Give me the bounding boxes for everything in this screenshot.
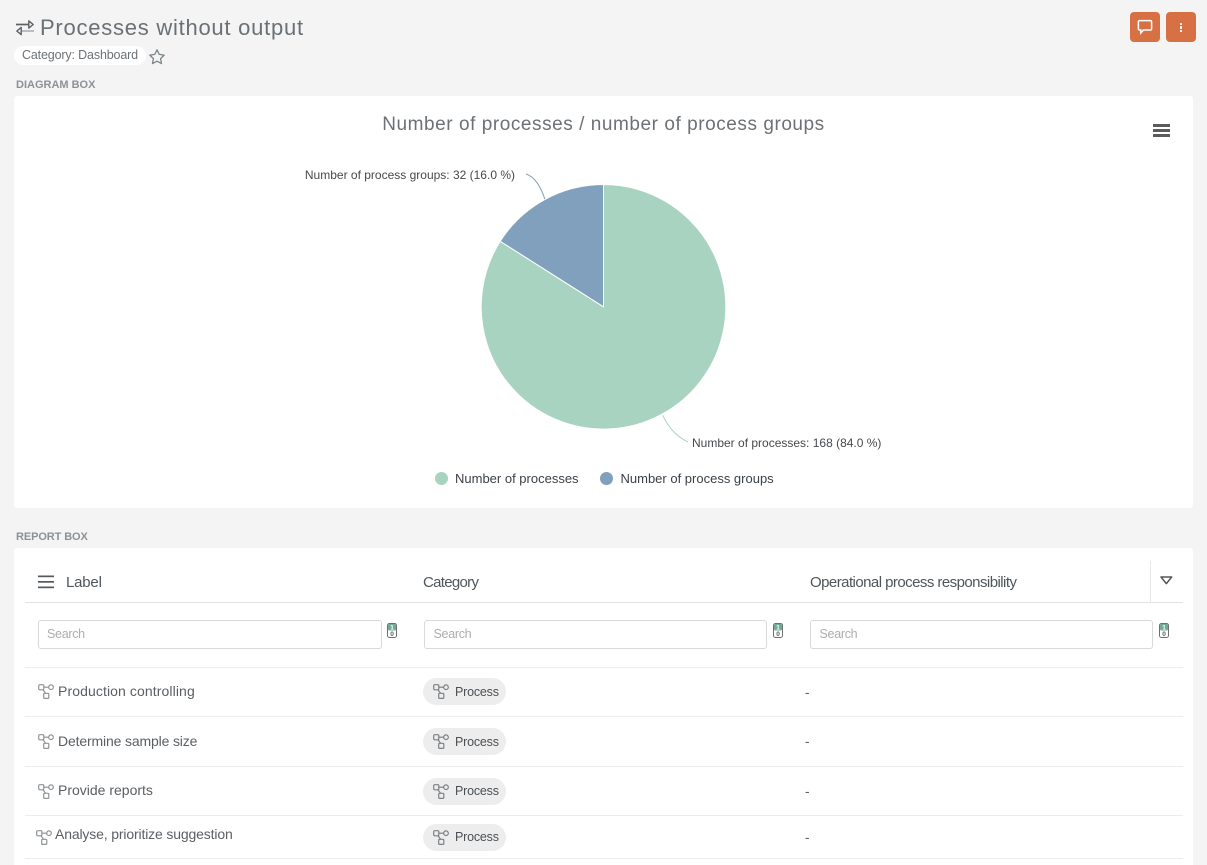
svg-text:0: 0 — [1162, 631, 1166, 638]
svg-text:1: 1 — [1162, 624, 1166, 631]
svg-text:0: 0 — [390, 631, 394, 638]
svg-text:1: 1 — [776, 624, 780, 631]
svg-text:1: 1 — [390, 624, 394, 631]
svg-text:0: 0 — [776, 631, 780, 638]
